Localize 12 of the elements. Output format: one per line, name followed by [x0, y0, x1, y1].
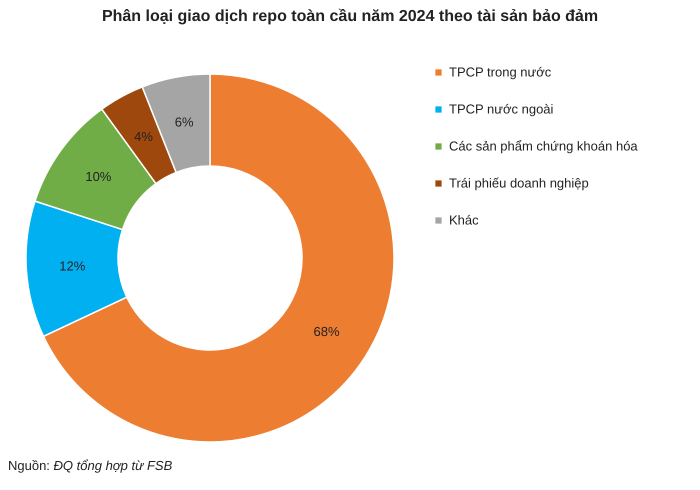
data-label: 68%: [314, 324, 340, 339]
legend-label: Các sản phẩm chứng khoán hóa: [449, 138, 638, 154]
legend-label: TPCP trong nước: [449, 64, 552, 80]
legend-label: Khác: [449, 212, 480, 228]
data-label: 12%: [59, 258, 86, 274]
data-label: 6%: [174, 114, 194, 130]
legend-label: Trái phiếu doanh nghiệp: [449, 176, 589, 190]
data-label: 4%: [134, 129, 154, 144]
text: Nguồn: ĐQ tổng hợp từ FSB: [8, 458, 172, 473]
data-label: 10%: [85, 168, 112, 184]
legend-label: TPCP nước ngoài: [449, 102, 554, 116]
chart-title: Phân loại giao dịch repo toàn cầu năm 2024 theo tài sản bảo đảm: [100, 8, 600, 26]
